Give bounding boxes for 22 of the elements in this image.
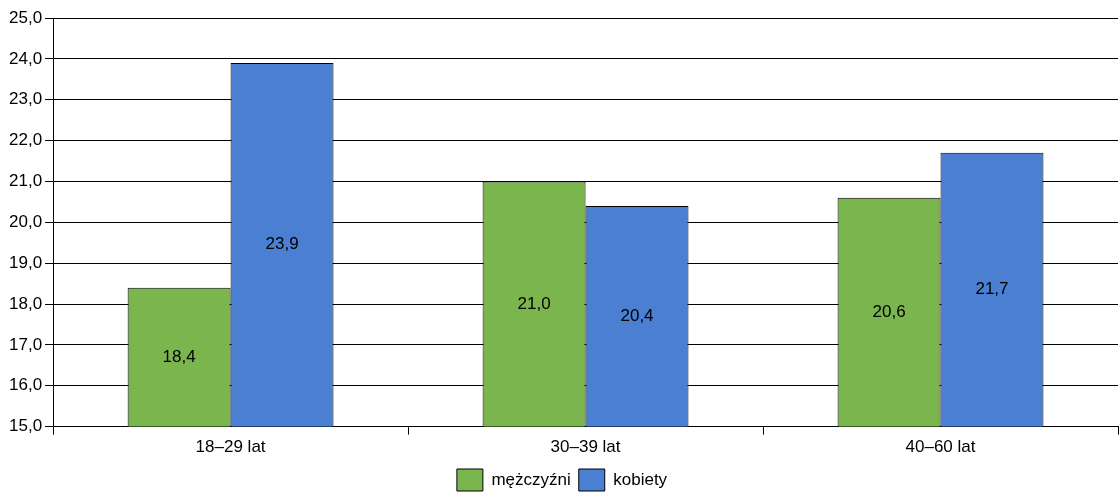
data-label: 20,4 [620, 305, 654, 325]
y-tick-label: 19,0 [8, 252, 43, 272]
y-tick-label: 18,0 [8, 293, 43, 313]
data-label: 23,9 [265, 234, 299, 254]
legend-label: kobiety [613, 469, 668, 489]
data-label: 20,6 [872, 301, 906, 321]
y-tick-label: 22,0 [8, 130, 43, 150]
data-label: 21,0 [517, 293, 551, 313]
y-tick-label: 23,0 [8, 89, 43, 109]
data-label: 21,7 [975, 279, 1009, 299]
y-tick-label: 24,0 [8, 48, 43, 68]
y-tick-label: 20,0 [8, 211, 43, 231]
data-label: 18,4 [162, 346, 196, 366]
x-tick-label: 18–29 lat [195, 437, 266, 457]
x-tick-label: 40–60 lat [905, 437, 976, 457]
y-tick-label: 21,0 [8, 171, 43, 191]
x-tick-label: 30–39 lat [550, 437, 621, 457]
y-tick-label: 15,0 [8, 416, 43, 436]
y-tick-label: 25,0 [8, 7, 43, 27]
y-tick-label: 17,0 [8, 334, 43, 354]
legend-label: mężczyźni [491, 469, 571, 489]
y-tick-label: 16,0 [8, 375, 43, 395]
